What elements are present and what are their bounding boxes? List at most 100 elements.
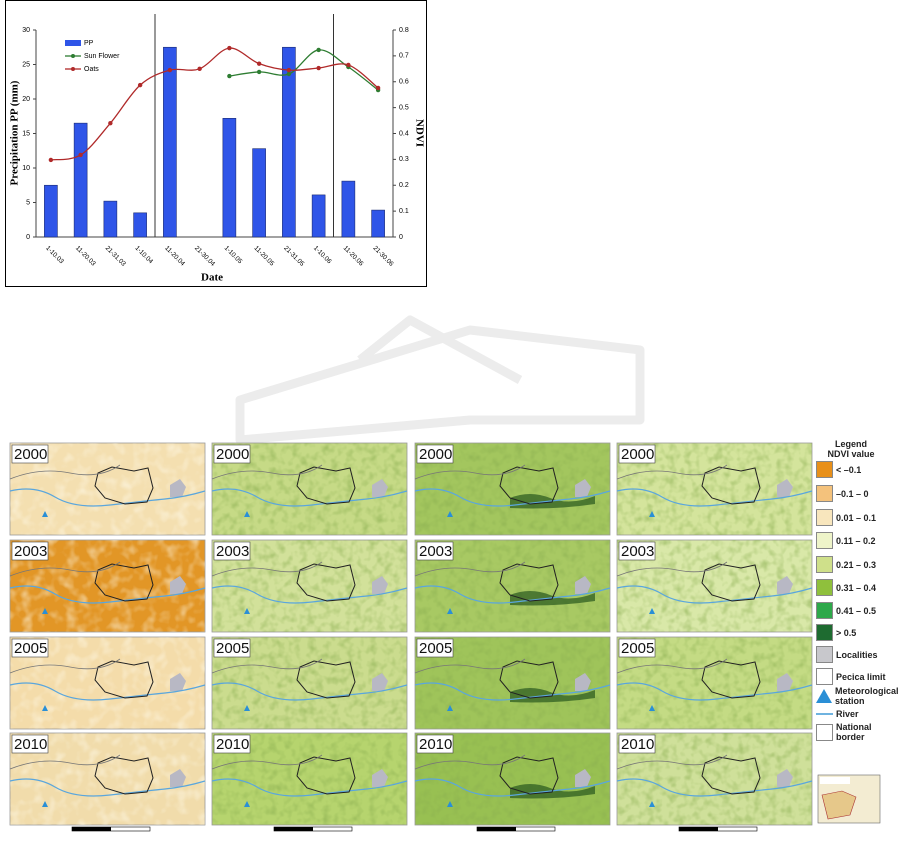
year-box [213,444,251,464]
year-box [11,541,49,561]
y-tick-label: 0 [26,234,30,241]
y-tick-label: 5 [26,199,30,206]
station [42,608,48,614]
legend-swatch [816,485,833,502]
y2-tick-label: 0.5 [399,104,409,111]
map-panel: 2003 [211,539,408,633]
y-tick-label: 25 [22,61,30,68]
pecica-limit [94,563,154,602]
legend-label: Oats [84,66,99,73]
legend-label: –0.1 – 0 [836,488,869,499]
border [211,561,323,577]
map-legend: Legend NDVI value < –0.1 –0.1 – 0 0.01 – 0… [816,439,899,742]
series-line [50,47,379,161]
legend-swatch [816,723,833,741]
year-box [11,444,49,464]
legend-item: –0.1 – 0 [816,485,886,502]
year-label: 2000 [216,446,249,463]
year-label: 2010 [419,736,452,753]
point [316,47,321,53]
point [286,71,292,77]
bar [103,200,118,238]
pecica-limit [296,563,356,602]
legend-swatch [816,556,833,573]
station [649,511,655,517]
pecica-limit [499,466,559,505]
localities [777,673,793,691]
border [9,464,121,480]
y2-tick-label: 0.3 [399,156,409,163]
river [211,682,408,701]
bar [163,46,177,238]
x-tick-label: 1-10.06 [312,245,333,266]
chart-frame [5,0,427,287]
year-label: 2005 [216,640,249,657]
map-panel: 2005 [414,636,611,730]
legend-label: Pecica limit [836,671,886,682]
border [616,754,728,770]
x-tick-label: 1-10.03 [44,245,65,266]
year-box [213,541,251,561]
point [346,62,351,68]
y2-tick-label: 0.4 [399,130,409,137]
border [414,658,526,674]
scale-bar-fill [477,827,516,831]
x-tick-label: 21-31.03 [104,245,127,268]
x-tick-label: 21-30.04 [193,245,216,268]
station [42,705,48,711]
legend-subtitle: NDVI value [827,449,875,459]
map-panel: 2005 [9,636,206,730]
station [649,801,655,807]
river [211,585,408,604]
localities [777,479,793,497]
legend-item: > 0.5 [816,624,886,641]
legend-item: 0.31 – 0.4 [816,579,886,596]
point [316,65,321,71]
river [211,778,408,797]
bar [44,184,58,238]
station [649,608,655,614]
year-label: 2003 [14,543,47,560]
pecica-limit [94,660,154,699]
year-label: 2005 [419,640,452,657]
station [42,511,48,517]
pecica-limit [701,660,761,699]
river [9,488,206,507]
legend-label: Localities [836,649,878,660]
y2-tick-label: 0.2 [399,182,409,189]
station [649,705,655,711]
localities [372,479,388,497]
legend-swatch [816,689,832,703]
map-panel: 2005 [211,636,408,730]
year-label: 2010 [621,736,654,753]
map-panel: 2000 [414,442,611,536]
localities [372,576,388,594]
border [616,658,728,674]
year-box [618,734,656,754]
legend-item: Localities [816,646,886,663]
bar [252,148,266,238]
y-tick-label: 10 [22,165,30,172]
legend-item: 0.21 – 0.3 [816,556,886,573]
legend-item: River [816,709,886,719]
pecica-limit [94,466,154,505]
scale-bar-fill [679,827,718,831]
station [447,608,453,614]
station [244,608,250,614]
y2-tick-label: 0.1 [399,208,409,215]
station [447,511,453,517]
legend-swatch [65,40,81,46]
legend-swatch [816,668,833,685]
border [616,561,728,577]
point [256,69,262,75]
border [414,464,526,480]
year-box [416,541,454,561]
station [42,801,48,807]
bar [73,122,88,238]
scale-bar-fill [72,827,111,831]
station [244,511,250,517]
year-box [618,444,656,464]
point [227,45,232,51]
year-label: 2000 [621,446,654,463]
y-tick-label: 15 [22,130,30,137]
